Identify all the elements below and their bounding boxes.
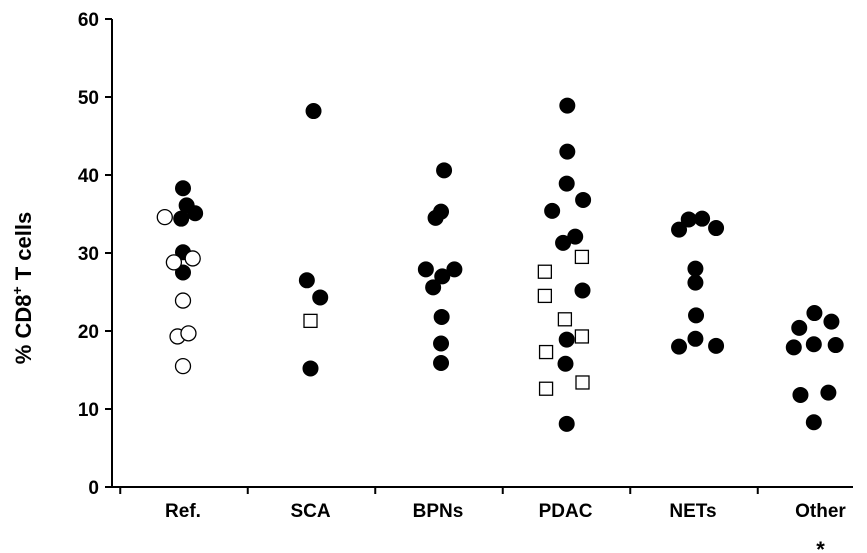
data-point-filled-circle xyxy=(687,260,704,277)
data-point-filled-circle xyxy=(694,210,711,227)
data-point-filled-circle xyxy=(792,386,809,403)
data-point-filled-circle xyxy=(806,305,823,322)
data-point-filled-circle xyxy=(805,336,822,353)
data-point-filled-circle xyxy=(436,162,453,179)
data-point-filled-circle xyxy=(433,354,450,371)
data-point-filled-circle xyxy=(302,360,319,377)
data-point-open-circle xyxy=(180,325,197,342)
data-point-open-circle xyxy=(174,357,192,375)
data-point-open-circle xyxy=(165,254,183,271)
data-point-filled-circle xyxy=(187,205,204,222)
data-point-filled-circle xyxy=(823,313,840,330)
y-axis-title-prefix: % CD8 xyxy=(11,295,36,365)
data-point-filled-circle xyxy=(175,264,191,281)
data-point-open-square xyxy=(537,264,553,279)
data-point-filled-circle xyxy=(555,234,572,251)
x-tick-label: BPNs xyxy=(413,501,464,522)
data-point-filled-circle xyxy=(671,338,688,355)
data-point-filled-circle xyxy=(687,274,704,291)
x-tick-label: PDAC xyxy=(539,501,593,522)
data-point-filled-circle xyxy=(305,103,322,120)
data-points xyxy=(156,97,844,432)
data-point-open-circle xyxy=(156,208,173,226)
data-point-open-square xyxy=(574,249,590,265)
data-point-open-circle xyxy=(174,292,192,309)
data-point-open-square xyxy=(303,313,318,329)
y-tick-label: 30 xyxy=(78,244,99,265)
x-tick-label: NETs xyxy=(669,501,716,522)
y-axis-title-suffix: T cells xyxy=(11,212,36,287)
data-point-filled-circle xyxy=(827,337,844,354)
data-point-filled-circle xyxy=(558,331,575,348)
data-point-filled-circle xyxy=(805,414,822,431)
y-tick-label: 40 xyxy=(78,166,99,187)
data-point-filled-circle xyxy=(791,319,808,336)
y-tick-label: 60 xyxy=(78,10,99,31)
y-axis-title-superscript: + xyxy=(9,286,25,294)
data-point-filled-circle xyxy=(433,335,450,352)
data-point-open-square xyxy=(557,312,573,327)
y-tick-label: 50 xyxy=(78,88,99,109)
data-point-filled-circle xyxy=(175,180,191,197)
data-point-filled-circle xyxy=(559,97,576,114)
y-tick-label: 0 xyxy=(88,478,99,499)
y-tick-label: 20 xyxy=(78,322,99,343)
data-point-filled-circle xyxy=(671,221,688,238)
significance-annotation: * xyxy=(816,537,825,553)
data-point-open-square xyxy=(537,288,553,304)
data-point-filled-circle xyxy=(312,289,329,306)
data-point-filled-circle xyxy=(173,210,190,227)
data-point-open-square xyxy=(538,344,554,360)
data-point-filled-circle xyxy=(820,384,837,401)
data-point-filled-circle xyxy=(687,330,704,347)
data-point-open-square xyxy=(538,381,554,396)
data-point-open-square xyxy=(574,329,590,344)
data-point-filled-circle xyxy=(446,261,463,278)
data-point-filled-circle xyxy=(557,355,574,372)
data-point-filled-circle xyxy=(433,308,450,325)
data-point-filled-circle xyxy=(434,268,451,285)
data-point-filled-circle xyxy=(688,307,705,324)
axes xyxy=(105,18,853,494)
data-point-filled-circle xyxy=(425,279,442,296)
y-axis-title: % CD8+ T cells xyxy=(9,212,36,364)
data-point-filled-circle xyxy=(708,220,725,237)
annotations: * xyxy=(816,537,825,553)
data-point-open-square xyxy=(575,375,590,390)
x-tick-label: Other xyxy=(795,501,846,522)
data-point-filled-circle xyxy=(544,202,561,219)
data-point-filled-circle xyxy=(298,272,315,289)
data-point-filled-circle xyxy=(427,209,444,226)
data-point-filled-circle xyxy=(575,191,592,208)
data-point-filled-circle xyxy=(708,337,725,354)
data-point-open-circle xyxy=(184,250,201,267)
data-point-filled-circle xyxy=(558,415,575,432)
data-point-filled-circle xyxy=(559,143,576,160)
data-point-filled-circle xyxy=(680,211,697,228)
y-tick-label: 10 xyxy=(78,400,99,421)
x-tick-label: Ref. xyxy=(165,501,201,522)
tick-labels: 0 10 20 30 40 50 60 Ref. SCA BPNs PDAC NETs Other xyxy=(78,10,847,522)
data-point-filled-circle xyxy=(785,339,802,356)
data-point-filled-circle xyxy=(574,282,591,299)
data-point-filled-circle xyxy=(558,175,575,192)
x-tick-label: SCA xyxy=(290,501,330,522)
data-point-filled-circle xyxy=(417,261,434,278)
